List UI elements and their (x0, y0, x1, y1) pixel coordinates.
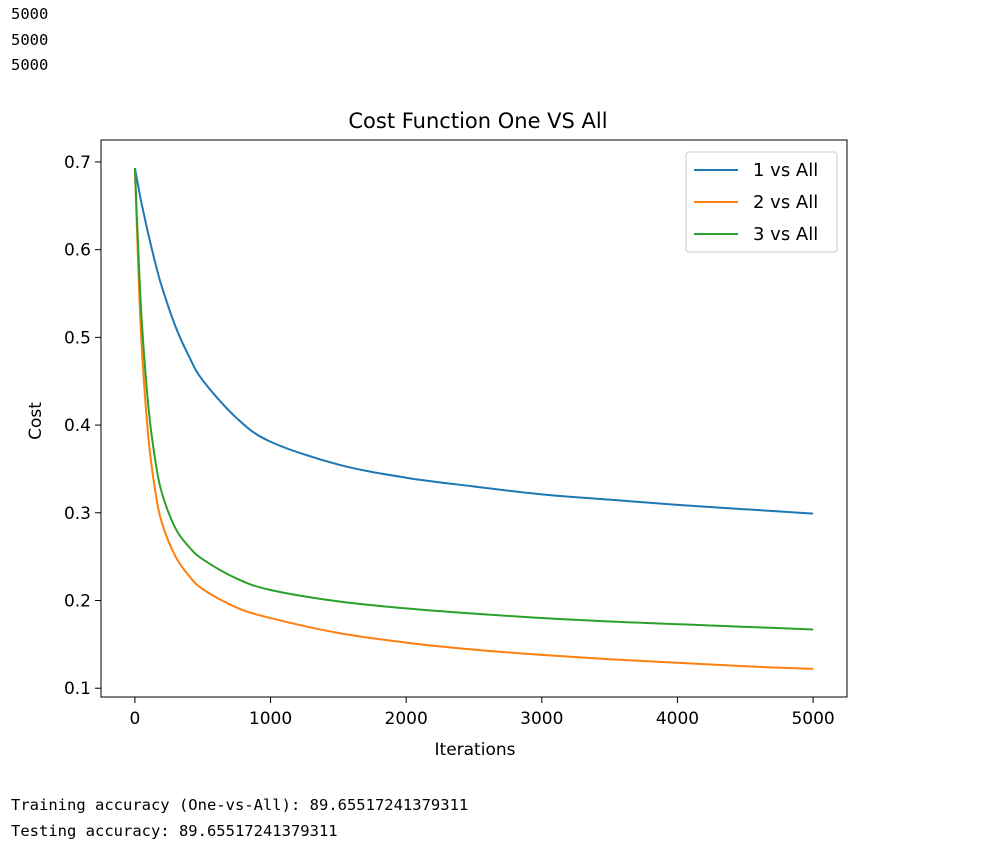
legend-label: 2 vs All (753, 192, 818, 213)
legend-label: 1 vs All (753, 160, 818, 181)
x-tick-label: 3000 (520, 709, 563, 729)
legend: 1 vs All 2 vs All 3 vs All (685, 151, 838, 253)
y-tick-label: 0.3 (64, 504, 91, 524)
y-axis: 0.1 0.2 0.3 0.4 0.5 0.6 0.7 (64, 153, 101, 699)
y-axis-label: Cost (26, 402, 46, 440)
output-line: 5000 (11, 31, 49, 49)
x-tick-label: 5000 (791, 709, 834, 729)
series-line-3 (133, 168, 814, 631)
y-tick-label: 0.1 (64, 679, 91, 699)
output-line: 5000 (11, 5, 49, 23)
testing-accuracy-line: Testing accuracy: 89.65517241379311 (11, 822, 338, 840)
plot-area (100, 139, 848, 698)
y-tick-label: 0.2 (64, 592, 91, 612)
chart-title: Cost Function One VS All (348, 109, 607, 133)
x-tick-label: 4000 (656, 709, 699, 729)
output-line: 5000 (11, 56, 49, 74)
series-line-1 (133, 167, 814, 515)
cost-chart: Cost Function One VS All 0 1000 2000 3000 40… (26, 109, 848, 760)
legend-box (685, 151, 838, 253)
y-tick-label: 0.5 (64, 328, 91, 348)
training-accuracy-line: Training accuracy (One-vs-All): 89.65517… (11, 796, 469, 814)
legend-label: 3 vs All (753, 224, 818, 245)
x-tick-label: 2000 (385, 709, 428, 729)
y-tick-label: 0.7 (64, 153, 91, 173)
x-tick-label: 1000 (249, 709, 292, 729)
y-tick-label: 0.6 (64, 241, 91, 261)
x-axis: 0 1000 2000 3000 4000 5000 (129, 697, 835, 729)
series-line-2 (133, 168, 814, 670)
plot-frame (100, 139, 848, 698)
x-axis-label: Iterations (435, 740, 516, 760)
y-tick-label: 0.4 (64, 416, 91, 436)
x-tick-label: 0 (129, 709, 140, 729)
